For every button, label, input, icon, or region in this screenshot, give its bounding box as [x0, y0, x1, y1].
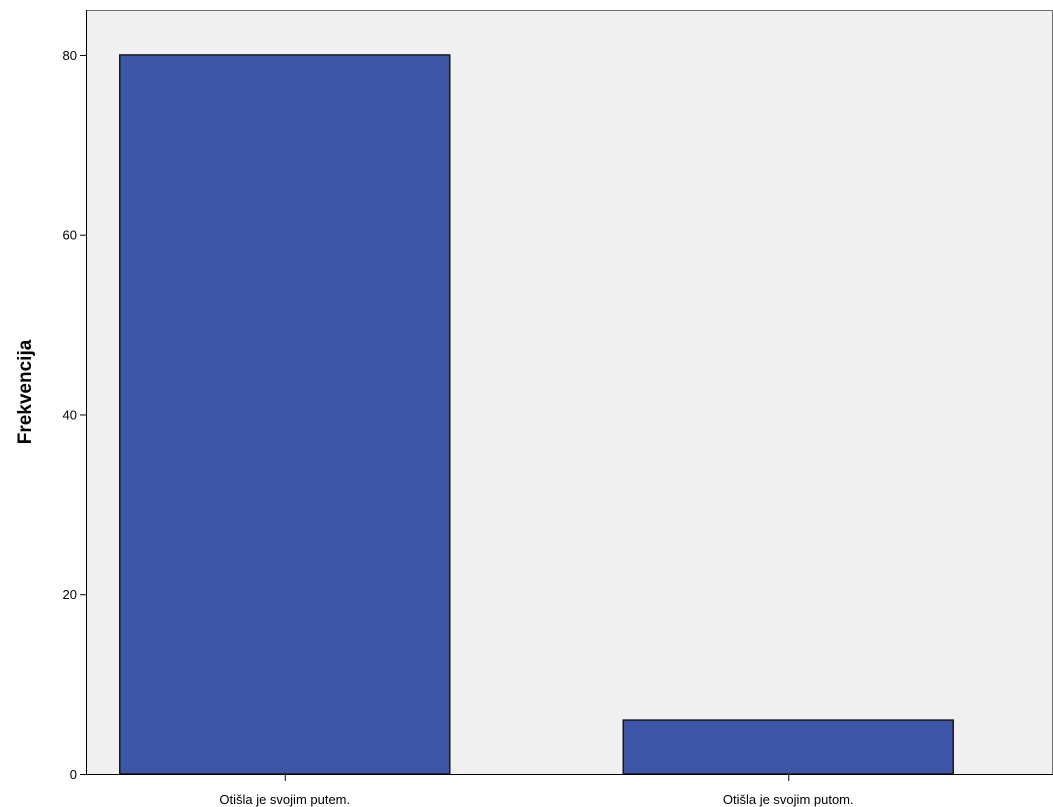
y-tick-label-60: 60 — [63, 228, 77, 243]
y-tick-label-40: 40 — [63, 407, 77, 422]
bars-group — [119, 54, 954, 775]
y-ticks-group: 0 20 40 60 80 — [63, 48, 86, 782]
y-axis-title: Frekvencija — [15, 339, 36, 444]
y-tick-label-20: 20 — [63, 587, 77, 602]
x-ticks-group: Otišla je svojim putem. Otišla je svojim … — [219, 774, 854, 807]
bar-1 — [119, 54, 451, 775]
y-tick-label-0: 0 — [70, 767, 77, 782]
x-category-label-1: Otišla je svojim putem. — [219, 792, 350, 807]
x-category-label-2: Otišla je svojim putom. — [723, 792, 854, 807]
bar-2 — [622, 719, 954, 775]
y-tick-label-80: 80 — [63, 48, 77, 63]
